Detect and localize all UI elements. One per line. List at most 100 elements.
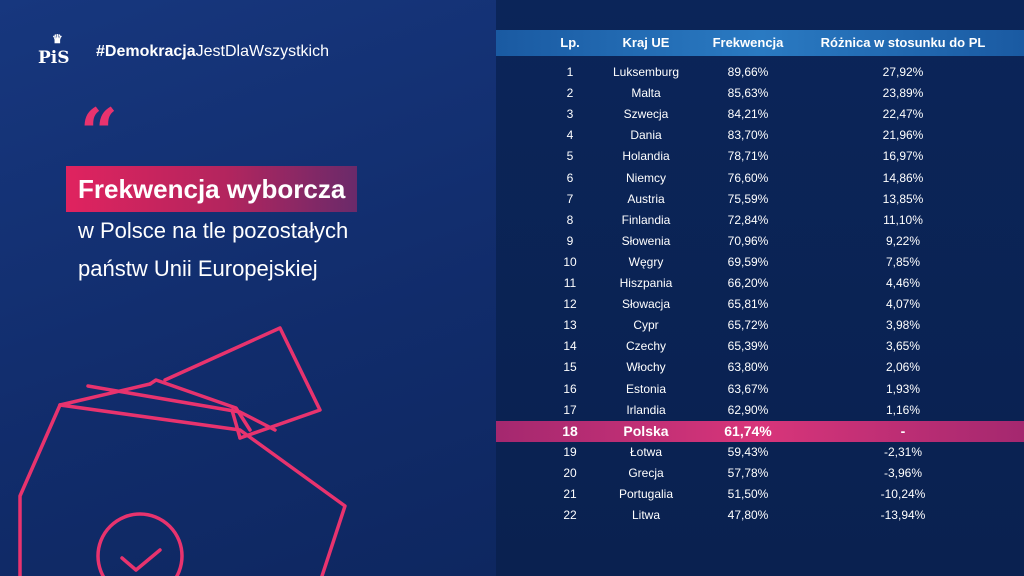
cell-roznica: 1,16% — [885, 402, 921, 417]
table-row: 19 Łotwa 59,43% -2,31% — [496, 442, 1024, 463]
cell-kraj: Hiszpania — [619, 276, 673, 290]
cell-frekwencja: 69,59% — [727, 254, 769, 269]
table-row-highlight: 18 Polska 61,74% - — [496, 420, 1024, 442]
cell-lp: 17 — [563, 402, 577, 417]
cell-lp: 6 — [566, 170, 574, 185]
hashtag-bold: #Demokracja — [96, 43, 196, 60]
cell-kraj: Irlandia — [626, 402, 666, 417]
table-row: 22 Litwa 47,80% -13,94% — [496, 505, 1024, 526]
crown-icon: ♛ — [52, 32, 63, 46]
cell-kraj: Szwecja — [623, 107, 669, 122]
cell-kraj: Węgry — [628, 254, 664, 269]
cell-frekwencja: 70,96% — [727, 233, 769, 248]
table-row: 8 Finlandia 72,84% 11,10% — [496, 210, 1024, 231]
table-row: 9 Słowenia 70,96% 9,22% — [496, 231, 1024, 252]
cell-kraj: Dania — [630, 128, 662, 143]
cell-frekwencja: 85,63% — [727, 86, 769, 101]
right-panel: Lp. Kraj UE Frekwencja Różnica w stosunk… — [496, 0, 1024, 576]
cell-lp: 15 — [563, 360, 577, 375]
cell-lp: 10 — [563, 254, 577, 269]
table-row: 1 Luksemburg 89,66% 27,92% — [496, 62, 1024, 83]
header-kraj: Kraj UE — [622, 35, 670, 50]
cell-kraj: Malta — [631, 86, 661, 101]
quote-mark-icon: “ — [80, 94, 118, 172]
cell-lp: 3 — [566, 107, 574, 122]
cell-kraj: Polska — [623, 422, 669, 439]
cell-kraj: Łotwa — [629, 444, 663, 459]
header-lp: Lp. — [560, 35, 580, 50]
cell-roznica: 4,46% — [885, 276, 921, 290]
cell-lp: 18 — [562, 422, 578, 439]
cell-roznica: 11,10% — [883, 212, 923, 227]
cell-frekwencja: 89,66% — [727, 65, 769, 79]
table-row: 13 Cypr 65,72% 3,98% — [496, 315, 1024, 336]
cell-roznica: 3,98% — [885, 318, 921, 333]
table-row: 5 Holandia 78,71% 16,97% — [496, 146, 1024, 167]
cell-frekwencja: 65,39% — [727, 339, 769, 354]
cell-frekwencja: 83,70% — [727, 128, 769, 143]
cell-lp: 8 — [566, 212, 574, 227]
cell-frekwencja: 63,67% — [727, 381, 769, 396]
cell-lp: 22 — [563, 508, 577, 523]
cell-frekwencja: 59,43% — [727, 444, 769, 459]
pis-logo: ♛ PiS — [38, 32, 78, 68]
cell-roznica: 1,93% — [885, 381, 921, 396]
cell-lp: 2 — [566, 86, 574, 101]
cell-frekwencja: 72,84% — [727, 212, 769, 227]
cell-roznica: 22,47% — [882, 107, 924, 122]
cell-kraj: Holandia — [622, 149, 670, 164]
cell-kraj: Włochy — [626, 360, 666, 375]
cell-frekwencja: 76,60% — [727, 170, 769, 185]
cell-roznica: 21,96% — [882, 128, 924, 143]
cell-kraj: Grecja — [628, 465, 664, 480]
left-panel: ♛ PiS #DemokracjaJestDlaWszystkich “ Fre… — [0, 0, 496, 576]
cell-frekwencja: 47,80% — [727, 508, 769, 523]
cell-frekwencja: 84,21% — [727, 107, 769, 122]
cell-kraj: Austria — [627, 191, 665, 206]
table-header: Lp. Kraj UE Frekwencja Różnica w stosunk… — [496, 30, 1024, 56]
cell-kraj: Czechy — [625, 339, 666, 354]
cell-lp: 9 — [566, 233, 574, 248]
cell-frekwencja: 51,50% — [727, 487, 769, 501]
cell-lp: 16 — [563, 381, 577, 396]
cell-roznica: 7,85% — [885, 254, 921, 269]
table-row: 4 Dania 83,70% 21,96% — [496, 125, 1024, 146]
cell-roznica: 16,97% — [882, 149, 924, 164]
cell-roznica: -13,94% — [880, 508, 926, 523]
cell-kraj: Niemcy — [625, 170, 666, 185]
cell-lp: 21 — [563, 487, 577, 501]
cell-roznica: -3,96% — [883, 465, 923, 480]
headline-line-1: w Polsce na tle pozostałych — [78, 218, 349, 243]
cell-lp: 19 — [563, 444, 577, 459]
cell-roznica: -10,24% — [880, 487, 926, 501]
table-row: 12 Słowacja 65,81% 4,07% — [496, 294, 1024, 315]
cell-lp: 12 — [563, 297, 577, 312]
headline-title: Frekwencja wyborcza — [66, 166, 358, 212]
header-frekwencja: Frekwencja — [712, 35, 784, 50]
cell-roznica: 23,89% — [882, 86, 924, 101]
cell-roznica: 27,92% — [882, 65, 924, 79]
cell-frekwencja: 78,71% — [727, 149, 769, 164]
table-row: 6 Niemcy 76,60% 14,86% — [496, 168, 1024, 189]
cell-frekwencja: 75,59% — [727, 191, 769, 206]
hashtag-rest: JestDlaWszystkich — [195, 43, 329, 60]
table-row: 11 Hiszpania 66,20% 4,46% — [496, 273, 1024, 294]
cell-kraj: Litwa — [631, 508, 660, 523]
ballot-box-icon — [18, 326, 347, 576]
cell-roznica: 2,06% — [885, 360, 921, 375]
cell-lp: 14 — [563, 339, 577, 354]
cell-lp: 13 — [563, 318, 577, 333]
cell-frekwencja: 65,72% — [727, 318, 769, 333]
cell-frekwencja: 63,80% — [727, 360, 769, 375]
table-row: 16 Estonia 63,67% 1,93% — [496, 379, 1024, 400]
table-row: 10 Węgry 69,59% 7,85% — [496, 252, 1024, 273]
cell-kraj: Słowacja — [621, 297, 671, 312]
cell-frekwencja: 61,74% — [724, 422, 772, 439]
table-row: 20 Grecja 57,78% -3,96% — [496, 463, 1024, 484]
cell-roznica: - — [900, 422, 906, 439]
cell-lp: 5 — [566, 149, 574, 164]
table-row: 3 Szwecja 84,21% 22,47% — [496, 104, 1024, 125]
cell-kraj: Portugalia — [618, 487, 674, 501]
cell-kraj: Słowenia — [621, 233, 671, 248]
cell-frekwencja: 62,90% — [727, 402, 769, 417]
